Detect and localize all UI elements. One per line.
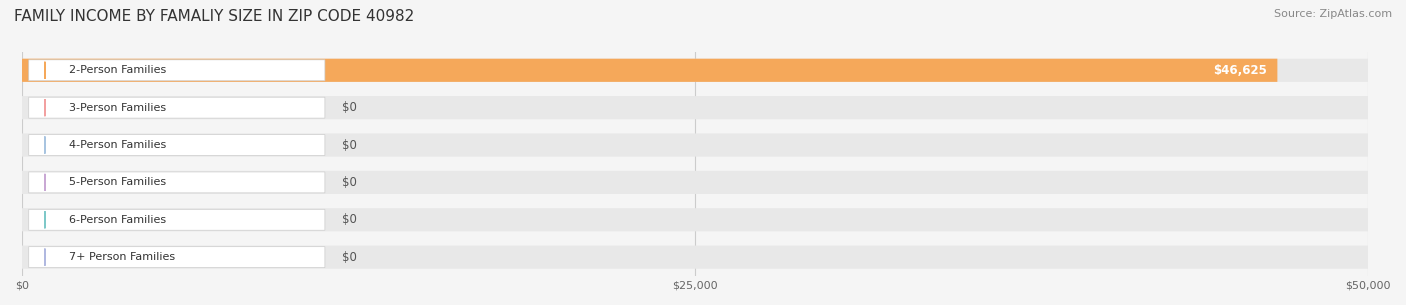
- Text: 4-Person Families: 4-Person Families: [69, 140, 166, 150]
- FancyBboxPatch shape: [22, 171, 1368, 194]
- FancyBboxPatch shape: [28, 247, 325, 267]
- Text: 6-Person Families: 6-Person Families: [69, 215, 166, 225]
- Text: $0: $0: [343, 251, 357, 264]
- Text: $46,625: $46,625: [1213, 64, 1267, 77]
- Text: $0: $0: [343, 176, 357, 189]
- FancyBboxPatch shape: [28, 60, 325, 81]
- FancyBboxPatch shape: [22, 59, 1368, 82]
- FancyBboxPatch shape: [28, 172, 325, 193]
- Text: $0: $0: [343, 213, 357, 226]
- FancyBboxPatch shape: [22, 59, 1278, 82]
- Text: FAMILY INCOME BY FAMALIY SIZE IN ZIP CODE 40982: FAMILY INCOME BY FAMALIY SIZE IN ZIP COD…: [14, 9, 415, 24]
- FancyBboxPatch shape: [22, 246, 1368, 269]
- FancyBboxPatch shape: [22, 134, 1368, 156]
- Text: 7+ Person Families: 7+ Person Families: [69, 252, 176, 262]
- FancyBboxPatch shape: [22, 208, 1368, 231]
- FancyBboxPatch shape: [28, 209, 325, 230]
- Text: 3-Person Families: 3-Person Families: [69, 103, 166, 113]
- Text: 5-Person Families: 5-Person Families: [69, 178, 166, 187]
- Text: 2-Person Families: 2-Person Families: [69, 65, 166, 75]
- Text: $0: $0: [343, 138, 357, 152]
- FancyBboxPatch shape: [22, 96, 1368, 119]
- FancyBboxPatch shape: [28, 97, 325, 118]
- Text: $0: $0: [343, 101, 357, 114]
- Text: Source: ZipAtlas.com: Source: ZipAtlas.com: [1274, 9, 1392, 19]
- FancyBboxPatch shape: [28, 135, 325, 156]
